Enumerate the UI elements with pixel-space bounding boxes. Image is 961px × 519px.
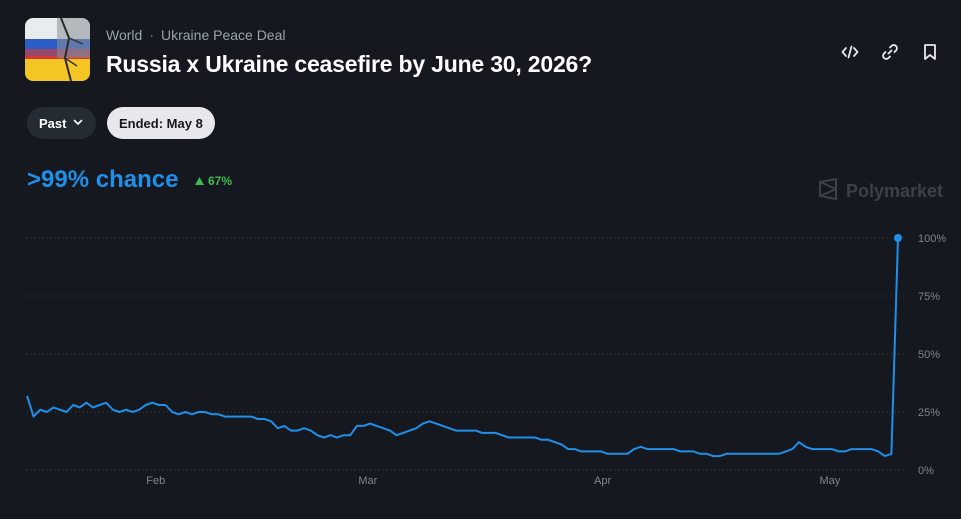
latest-point-marker[interactable] [894,234,902,242]
breadcrumb-category[interactable]: World [106,27,143,43]
y-tick-label: 50% [918,349,940,361]
header-actions [839,41,941,63]
time-range-dropdown[interactable]: Past [27,107,97,139]
polymarket-wordmark: Polymarket [846,181,944,201]
x-tick-label: Feb [146,475,165,487]
triangle-up-icon [195,174,204,188]
breadcrumb-subcategory[interactable]: Ukraine Peace Deal [160,27,286,43]
chevron-down-icon [72,116,84,131]
x-tick-label: Apr [594,475,611,487]
y-tick-label: 100% [918,233,946,245]
polymarket-watermark: Polymarket [818,178,943,205]
x-tick-label: Mar [358,475,377,487]
polymarket-logo-icon [818,178,838,205]
x-tick-label: May [819,475,840,487]
bookmark-icon[interactable] [919,41,941,63]
time-range-label: Past [39,115,67,131]
chance-change-value: 67% [208,174,233,188]
embed-code-icon[interactable] [839,41,861,63]
y-tick-label: 0% [918,465,934,477]
series-line [26,237,899,458]
market-title: Russia x Ukraine ceasefire by June 30, 2… [106,51,592,77]
market-thumbnail [25,18,90,81]
link-icon[interactable] [879,41,901,63]
y-tick-label: 75% [918,291,940,303]
chance-change: 67% [195,174,232,188]
breadcrumb-separator: · [149,27,154,43]
y-tick-label: 25% [918,407,940,419]
ended-date-button[interactable]: Ended: May 8 [107,107,215,139]
chance-value: >99% chance [27,166,179,193]
breadcrumb: World · Ukraine Peace Deal [106,27,286,43]
